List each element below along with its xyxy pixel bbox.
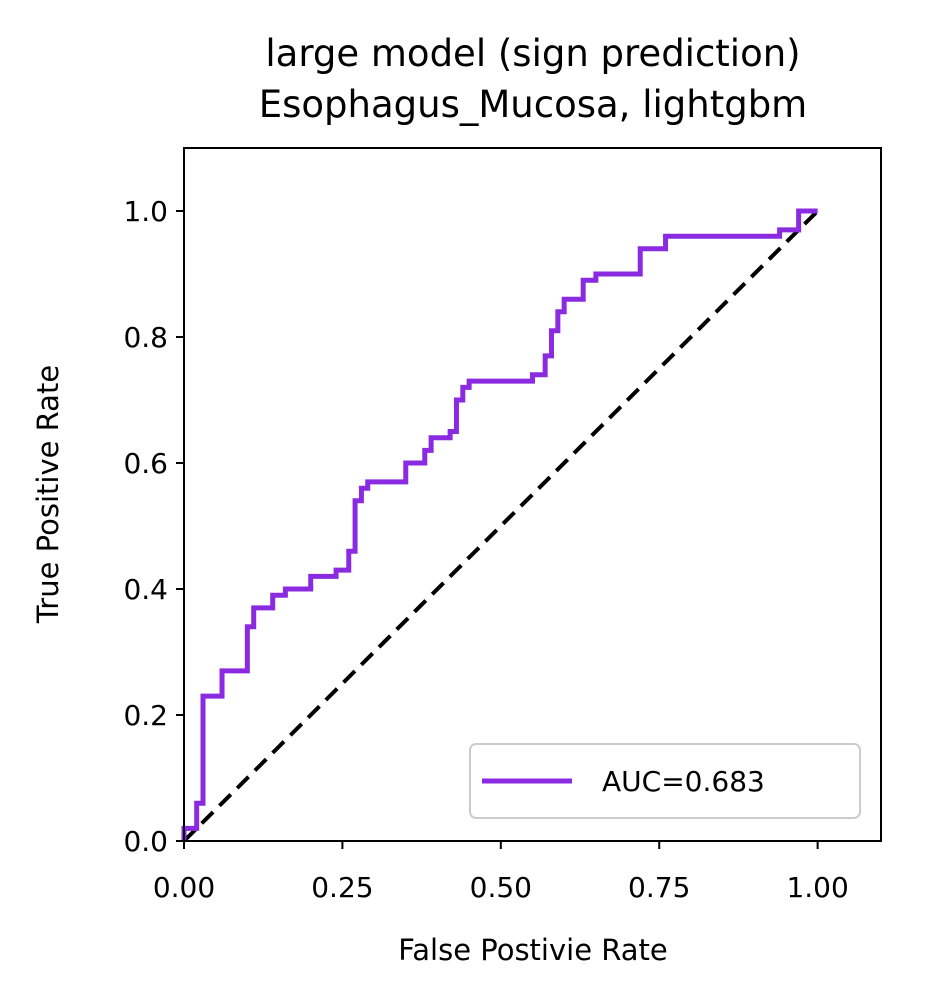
y-tick-label: 1.0 [123, 195, 168, 228]
x-tick-label: 0.75 [628, 871, 690, 904]
x-tick-label: 0.25 [311, 871, 373, 904]
y-tick-label: 0.4 [123, 573, 168, 606]
y-tick-label: 0.2 [123, 699, 168, 732]
y-tick-label: 0.6 [123, 447, 168, 480]
axes-frame [183, 147, 882, 842]
chart-title-line1: large model (sign prediction) [265, 32, 800, 75]
y-tick-label: 0.0 [123, 825, 168, 858]
y-axis-label: True Positive Rate [31, 365, 65, 624]
x-tick-label: 1.00 [786, 871, 848, 904]
x-tick-label: 0.00 [153, 871, 215, 904]
x-tick-label: 0.50 [470, 871, 532, 904]
x-axis-label: False Postivie Rate [398, 933, 668, 967]
legend: AUC=0.683 [469, 743, 861, 819]
roc-curve-line [181, 208, 818, 841]
legend-label-roc: AUC=0.683 [602, 765, 765, 798]
legend-box [469, 743, 861, 819]
x-axis-ticks: 0.00 0.25 0.50 0.75 1.00 [153, 841, 849, 904]
plot-area [181, 208, 820, 843]
y-axis-ticks: 0.0 0.2 0.4 0.6 0.8 1.0 [123, 195, 184, 858]
chart-title-line2: Esophagus_Mucosa, lightgbm [259, 83, 807, 126]
y-tick-label: 0.8 [123, 321, 168, 354]
